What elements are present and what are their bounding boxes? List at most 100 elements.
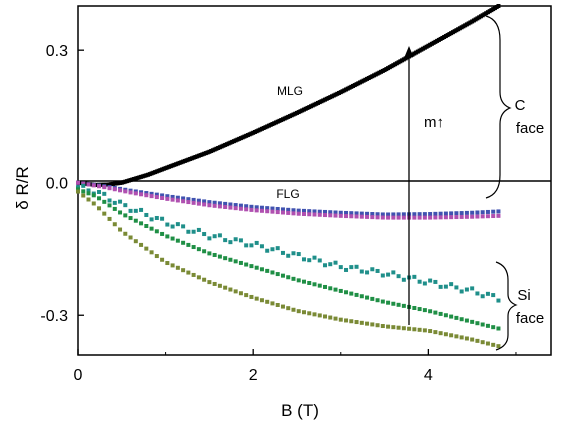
- data-point: [238, 238, 243, 243]
- data-point: [196, 198, 201, 203]
- data-point: [186, 200, 191, 205]
- data-point: [359, 320, 364, 325]
- data-point: [97, 184, 102, 189]
- data-point: [275, 302, 280, 307]
- series-si-teal: [76, 183, 501, 303]
- data-point: [417, 215, 422, 220]
- data-point: [160, 193, 165, 198]
- data-point: [270, 209, 275, 214]
- data-point: [428, 215, 433, 220]
- data-point: [149, 250, 154, 255]
- data-point: [412, 215, 417, 220]
- data-point: [123, 231, 128, 236]
- data-point: [375, 215, 380, 220]
- data-point: [112, 200, 117, 205]
- data-point: [428, 329, 433, 334]
- data-point: [102, 199, 107, 204]
- data-point: [223, 256, 228, 261]
- data-point: [265, 206, 270, 211]
- data-point: [196, 247, 201, 252]
- data-point: [144, 224, 149, 229]
- data-point: [217, 233, 222, 238]
- data-point: [223, 201, 228, 206]
- data-point: [449, 211, 454, 216]
- data-point: [144, 193, 149, 198]
- c-face-label-line2: face: [516, 120, 544, 137]
- data-point: [422, 308, 427, 313]
- data-point: [470, 286, 475, 291]
- data-point: [149, 194, 154, 199]
- data-point: [280, 273, 285, 278]
- data-point: [170, 263, 175, 268]
- data-point: [91, 183, 96, 188]
- data-point: [470, 214, 475, 219]
- data-point: [349, 211, 354, 216]
- data-point: [380, 299, 385, 304]
- data-series: [76, 4, 501, 349]
- data-point: [244, 207, 249, 212]
- data-point: [449, 314, 454, 319]
- data-point: [312, 212, 317, 217]
- data-point: [296, 252, 301, 257]
- data-point: [228, 240, 233, 245]
- data-point: [312, 209, 317, 214]
- data-point: [191, 245, 196, 250]
- data-point: [301, 310, 306, 315]
- series-flg-2: [76, 180, 501, 220]
- data-point: [144, 212, 149, 217]
- data-point: [443, 332, 448, 337]
- data-point: [391, 301, 396, 306]
- data-point: [107, 198, 112, 203]
- data-point: [438, 284, 443, 289]
- data-point: [296, 309, 301, 314]
- data-point: [349, 265, 354, 270]
- data-point: [91, 193, 96, 198]
- data-point: [443, 313, 448, 318]
- data-point: [496, 213, 501, 218]
- data-point: [459, 317, 464, 322]
- data-point: [323, 209, 328, 214]
- data-point: [133, 218, 138, 223]
- data-point: [139, 221, 144, 226]
- data-point: [464, 214, 469, 219]
- data-point: [317, 313, 322, 318]
- data-point: [265, 209, 270, 214]
- data-point: [344, 290, 349, 295]
- data-point: [175, 195, 180, 200]
- data-point: [485, 341, 490, 346]
- data-point: [133, 239, 138, 244]
- data-point: [391, 215, 396, 220]
- data-point: [275, 246, 280, 251]
- data-point: [370, 267, 375, 272]
- data-point: [485, 323, 490, 328]
- data-point: [207, 280, 212, 285]
- data-point: [154, 195, 159, 200]
- data-point: [112, 187, 117, 192]
- data-point: [165, 222, 170, 227]
- data-point: [391, 212, 396, 217]
- data-point: [386, 272, 391, 277]
- data-point: [270, 247, 275, 252]
- c-face-label-line1: C: [515, 97, 526, 114]
- x-axis-label: B (T): [281, 401, 319, 420]
- data-point: [323, 263, 328, 268]
- flg-label: FLG: [276, 187, 299, 201]
- data-point: [228, 205, 233, 210]
- data-point: [254, 205, 259, 210]
- data-point: [238, 291, 243, 296]
- data-point: [144, 246, 149, 251]
- data-point: [422, 328, 427, 333]
- data-point: [196, 275, 201, 280]
- c-face-brace: [485, 15, 512, 199]
- data-point: [359, 211, 364, 216]
- data-point: [433, 215, 438, 220]
- arrow-head-icon: [404, 46, 414, 57]
- data-point: [443, 211, 448, 216]
- data-point: [491, 325, 496, 330]
- data-point: [475, 210, 480, 215]
- data-point: [128, 208, 133, 213]
- series-si-green: [76, 187, 501, 331]
- data-point: [380, 273, 385, 278]
- data-point: [170, 224, 175, 229]
- data-point: [97, 190, 102, 195]
